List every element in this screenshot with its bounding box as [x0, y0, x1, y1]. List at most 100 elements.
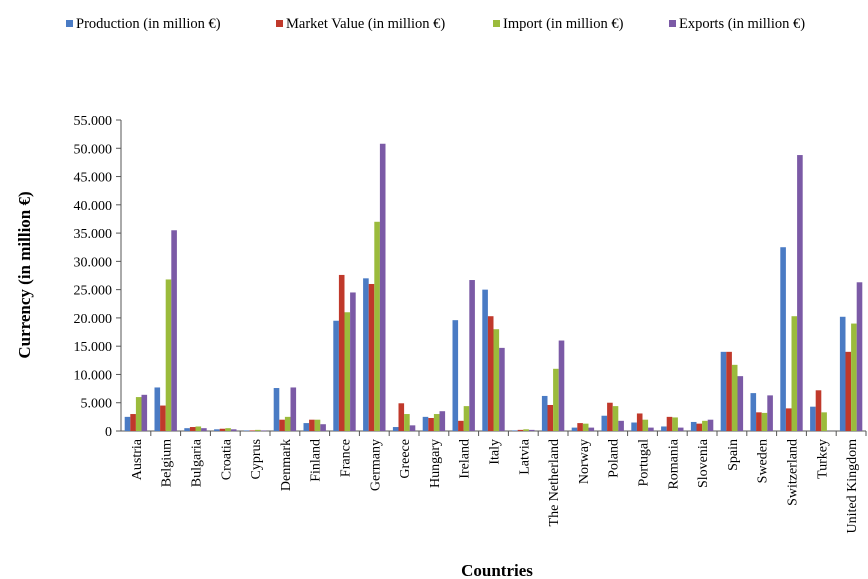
x-axis-title: Countries	[461, 561, 533, 579]
series-4-bars	[141, 143, 863, 432]
bar	[607, 402, 613, 431]
bar	[409, 425, 416, 431]
y-tick-label: 5.000	[81, 397, 113, 412]
bar	[493, 329, 500, 431]
x-category-label: Belgium	[160, 439, 175, 487]
bar	[636, 413, 643, 431]
bar	[135, 397, 142, 431]
bar	[363, 278, 369, 431]
legend-swatch	[493, 20, 500, 27]
x-category-label: Denmark	[279, 439, 294, 491]
bar	[368, 283, 375, 431]
y-tick-label: 45.000	[74, 171, 113, 186]
bar	[171, 230, 177, 431]
y-tick-label: 10.000	[74, 368, 113, 383]
legend-item: Import (in million €)	[493, 16, 624, 32]
bar	[672, 417, 678, 431]
bar	[404, 414, 410, 431]
legend-label: Exports (in million €)	[679, 16, 805, 32]
y-tick-label: 55.000	[74, 114, 113, 129]
x-category-label: Portugal	[637, 439, 652, 487]
bar	[309, 419, 315, 431]
y-tick-label: 25.000	[74, 284, 113, 299]
x-category-label: Hungary	[428, 439, 443, 488]
bar	[780, 247, 786, 431]
bar	[821, 412, 827, 431]
x-category-label: Bulgaria	[190, 438, 205, 487]
x-category-label: The Netherland	[547, 439, 562, 526]
bar	[797, 155, 803, 432]
bar	[767, 395, 773, 431]
bar	[845, 351, 852, 431]
bar	[731, 364, 738, 431]
bar	[523, 429, 529, 431]
bar	[761, 412, 768, 431]
bar	[702, 420, 708, 431]
bar	[601, 415, 608, 431]
y-tick-label: 0	[105, 425, 112, 440]
bar	[487, 316, 494, 431]
y-tick-label: 15.000	[74, 340, 113, 355]
bar	[750, 393, 757, 431]
bar	[428, 417, 434, 431]
y-axis: 0 5.000 10.000 15.000 20.000 25.000 30.000 35.0…	[74, 114, 122, 440]
bar	[756, 412, 762, 431]
x-category-label: Italy	[488, 439, 503, 465]
legend-swatch	[669, 20, 676, 27]
bar	[124, 416, 131, 431]
bar	[433, 414, 440, 431]
bar	[422, 416, 429, 431]
series-3-bars	[135, 221, 857, 431]
y-tick-label: 30.000	[74, 255, 113, 270]
x-category-label: Finland	[309, 439, 324, 482]
x-category-label: Greece	[398, 439, 413, 479]
bar	[225, 428, 231, 431]
bar	[398, 403, 405, 431]
bar	[314, 419, 321, 431]
bar	[214, 429, 220, 431]
y-axis-title: Currency (in million €)	[15, 191, 34, 358]
bar	[260, 430, 267, 431]
bar	[290, 387, 297, 431]
bar	[320, 424, 326, 431]
legend-item: Market Value (in million €)	[276, 16, 445, 32]
legend-item: Production (in million €)	[66, 16, 221, 32]
bar-series-group	[124, 143, 863, 432]
bar	[690, 421, 697, 431]
bar	[642, 419, 649, 431]
bar	[547, 404, 554, 431]
bar	[279, 419, 285, 431]
bar	[553, 368, 559, 431]
x-category-label: Cyprus	[249, 439, 264, 479]
bar	[195, 426, 202, 431]
x-category-label: Turkey	[815, 439, 830, 479]
bar	[374, 221, 380, 431]
legend-item: Exports (in million €)	[669, 16, 805, 32]
bar	[541, 395, 548, 431]
bar	[184, 428, 190, 431]
bar	[661, 426, 667, 431]
x-category-label: Sweden	[756, 439, 771, 483]
bar	[243, 430, 250, 431]
legend-label: Production (in million €)	[76, 16, 221, 32]
bar	[631, 422, 637, 431]
x-category-label: Norway	[577, 439, 592, 484]
bar	[707, 419, 714, 431]
bar	[154, 387, 161, 431]
bar	[839, 316, 846, 431]
bar	[499, 347, 505, 431]
x-axis: Austria Belgium Bulgaria Croatia Cyprus Denma…	[121, 430, 867, 534]
bar	[255, 429, 261, 431]
bar	[201, 428, 207, 431]
bar	[528, 429, 535, 431]
x-category-label: Croatia	[219, 438, 234, 480]
bar	[392, 427, 399, 431]
legend-label: Market Value (in million €)	[286, 16, 445, 32]
legend-label: Import (in million €)	[503, 16, 624, 32]
bar	[815, 390, 822, 431]
bar	[273, 388, 280, 431]
bar	[785, 408, 792, 431]
y-tick-label: 20.000	[74, 312, 113, 327]
bar	[558, 340, 565, 431]
